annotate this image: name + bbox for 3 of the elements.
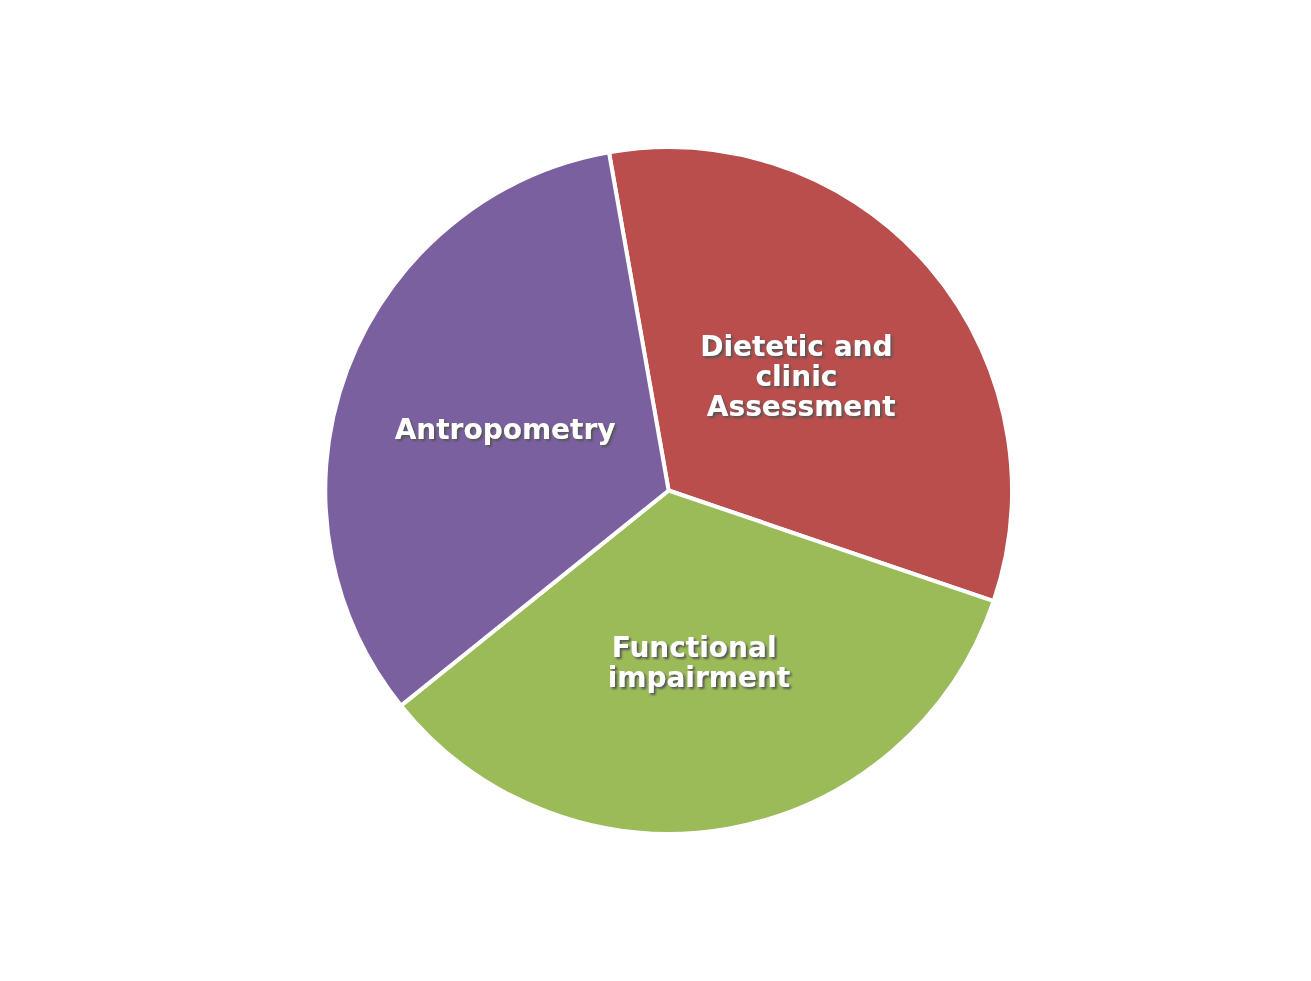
slice-label: Functional impairment — [607, 631, 791, 695]
slice-label: Antropometry — [394, 412, 616, 446]
slice-label: Dietetic and clinic Assessment — [700, 330, 903, 424]
